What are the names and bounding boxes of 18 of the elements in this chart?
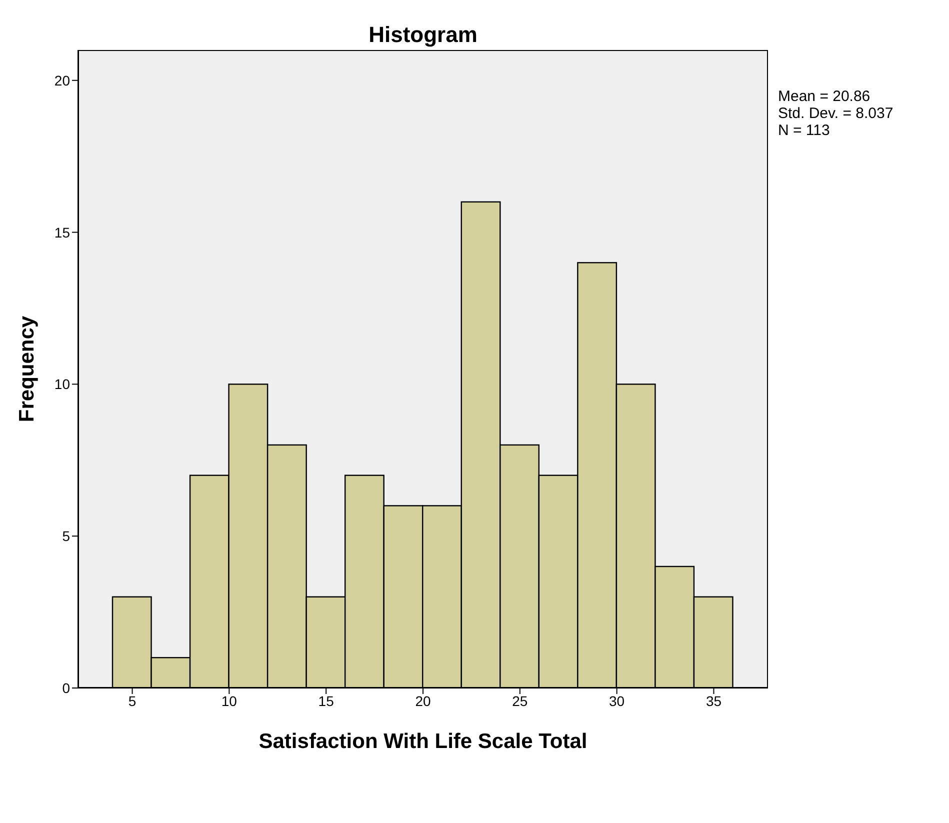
y-tick-label: 5	[62, 528, 70, 544]
text: Mean = 20.86	[778, 88, 872, 105]
x-tick-label: 25	[512, 692, 528, 709]
chart-title: Histogram	[368, 22, 478, 48]
y-axis-title: Frequency	[15, 316, 38, 422]
x-tick-label: 35	[706, 692, 722, 709]
x-tick-label: 5	[128, 692, 136, 709]
y-tick-label: 0	[62, 680, 70, 696]
y-tick-label: 15	[54, 224, 70, 240]
x-axis-title: Satisfaction With Life Scale Total	[258, 730, 588, 753]
text: Std. Dev. = 8.037	[778, 105, 894, 122]
y-tick-label: 20	[54, 72, 70, 88]
x-tick-label: 15	[318, 692, 334, 709]
text: N = 113	[778, 122, 831, 139]
y-tick-label: 10	[54, 376, 70, 392]
x-tick-label: 10	[221, 692, 238, 709]
x-tick-label: 20	[415, 692, 431, 709]
x-tick-label: 30	[609, 692, 625, 709]
